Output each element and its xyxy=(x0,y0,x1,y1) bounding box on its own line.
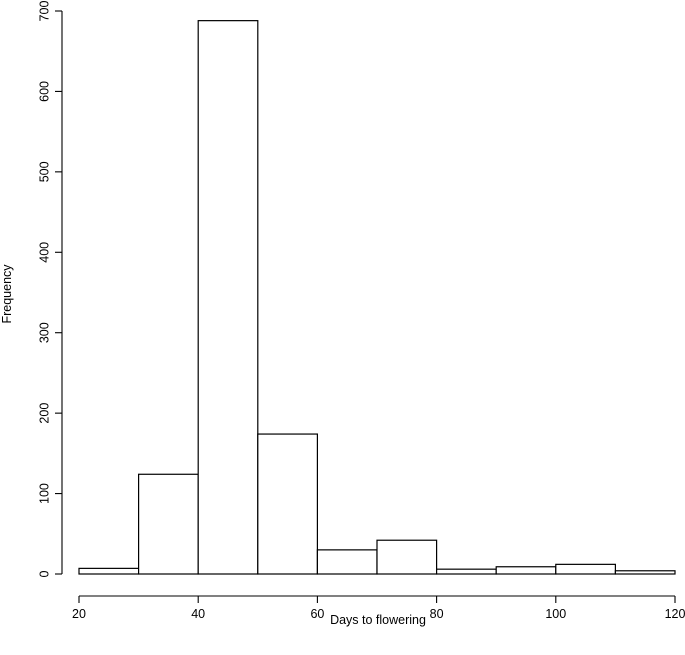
x-tick-label-20: 20 xyxy=(72,607,86,621)
y-tick-label-100: 100 xyxy=(37,483,51,504)
histogram-bars xyxy=(78,20,676,575)
y-tick-label-500: 500 xyxy=(37,161,51,182)
bar-90-100 xyxy=(495,566,557,575)
y-tick-label-200: 200 xyxy=(37,403,51,424)
bar-80-90 xyxy=(436,568,497,575)
y-axis: 0 100 200 300 400 500 600 700 xyxy=(37,1,63,577)
y-axis-label: Frequency xyxy=(0,264,14,324)
x-tick-label-100: 100 xyxy=(545,607,566,621)
bar-40-50 xyxy=(197,20,259,575)
x-axis: 20 40 60 80 100 120 xyxy=(72,595,685,621)
x-axis-label: Days to flowering xyxy=(330,613,426,627)
y-tick-label-300: 300 xyxy=(37,322,51,343)
y-tick-label-0: 0 xyxy=(37,570,51,577)
x-tick-label-120: 120 xyxy=(665,607,685,621)
bar-60-70 xyxy=(316,549,378,575)
bar-70-80 xyxy=(376,539,438,575)
bar-30-40 xyxy=(138,473,199,575)
x-tick-label-80: 80 xyxy=(430,607,444,621)
x-tick-label-60: 60 xyxy=(310,607,324,621)
y-tick-label-400: 400 xyxy=(37,242,51,263)
x-tick-label-40: 40 xyxy=(191,607,205,621)
bar-100-110 xyxy=(555,563,616,575)
bar-110-120 xyxy=(614,570,676,575)
y-tick-label-600: 600 xyxy=(37,81,51,102)
y-tick-label-700: 700 xyxy=(37,1,51,22)
bar-50-60 xyxy=(257,433,318,575)
bar-20-30 xyxy=(78,567,140,575)
